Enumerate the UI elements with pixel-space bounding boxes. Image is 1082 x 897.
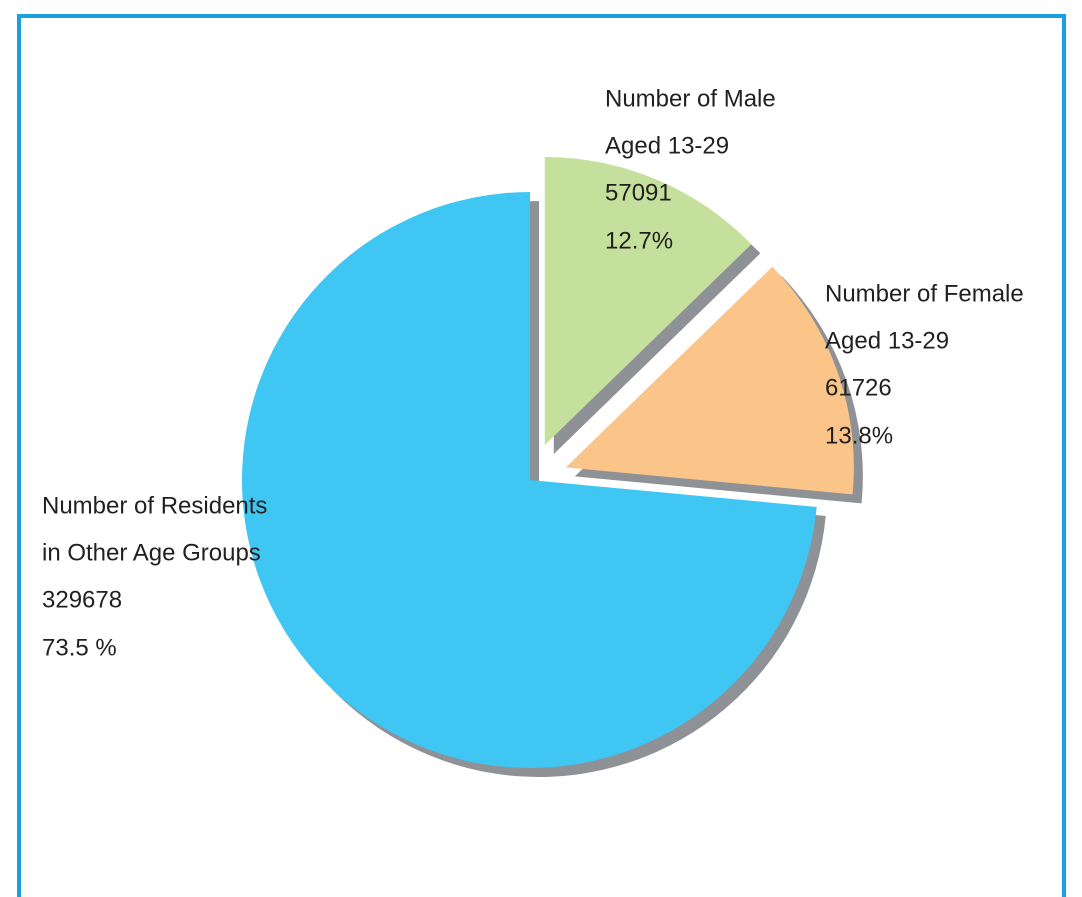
slice: [544, 156, 752, 445]
slice: [242, 192, 817, 768]
slice-label: in Other Age Groups: [42, 539, 261, 566]
slice-percent: 73.5 %: [42, 634, 117, 661]
slice-percent: 13.8%: [825, 422, 893, 449]
slice-label: Number of Male: [605, 85, 776, 112]
slices: [242, 156, 854, 768]
labels: Number of Male Aged 13-29 57091 12.7% Number…: [42, 85, 1024, 661]
slice-value: 57091: [605, 179, 672, 206]
slice-label: Aged 13-29: [605, 132, 729, 159]
slice-label: Aged 13-29: [825, 327, 949, 354]
slice-value: 329678: [42, 586, 122, 613]
slice-label: Number of Residents: [42, 492, 267, 519]
slice: [565, 266, 854, 495]
slice-percent: 12.7%: [605, 227, 673, 254]
frame: [17, 14, 1066, 897]
slice-value: 61726: [825, 374, 892, 401]
slice-label: Number of Female: [825, 280, 1024, 307]
